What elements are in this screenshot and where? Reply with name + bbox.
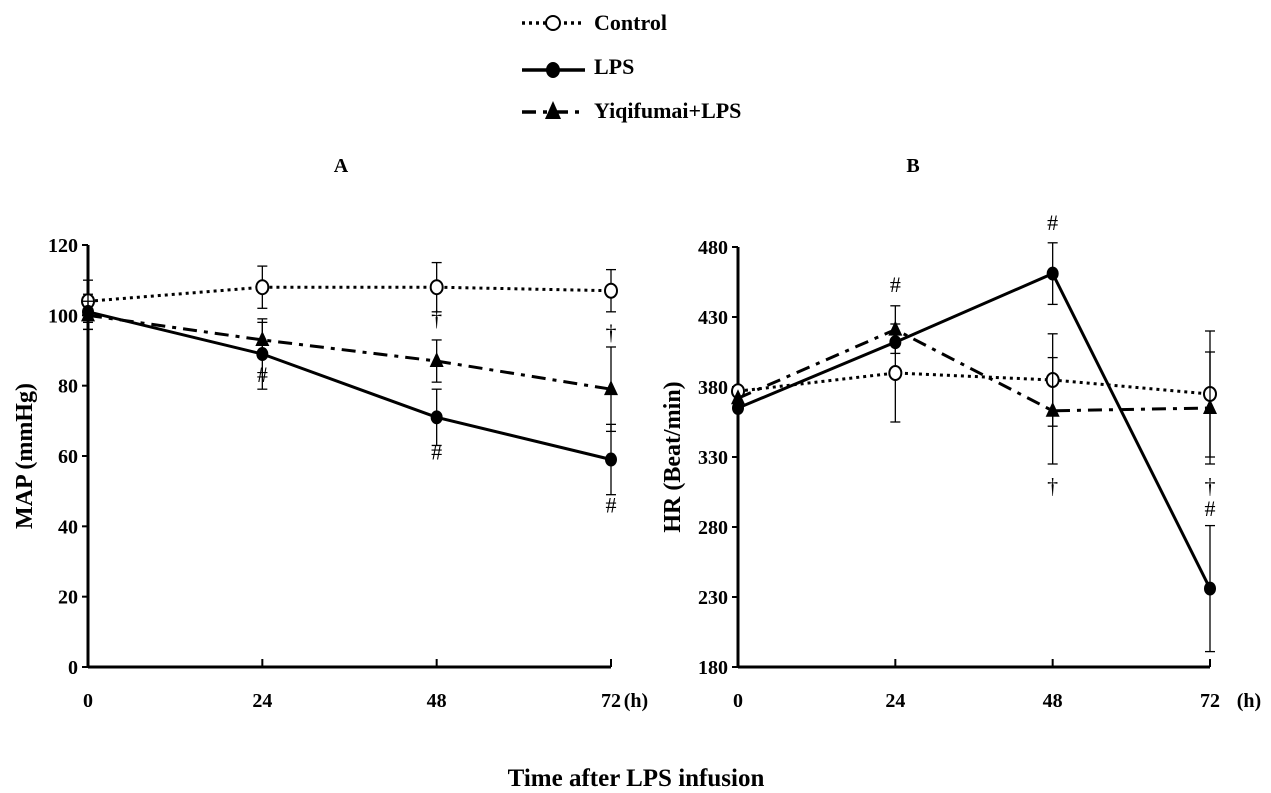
series-lps xyxy=(82,293,617,496)
significance-marker: # xyxy=(606,492,617,517)
legend-marker-control xyxy=(545,15,561,31)
data-point-yiqifumai-lps xyxy=(731,389,745,405)
data-point-yiqifumai-lps xyxy=(81,306,95,322)
significance-marker: # xyxy=(431,440,442,465)
series-lps xyxy=(732,242,1216,653)
series-yiqifumai-lps xyxy=(731,305,1217,465)
series-line-lps xyxy=(87,310,612,461)
data-point-yiqifumai-lps xyxy=(1045,401,1060,417)
significance-marker: † xyxy=(606,320,617,345)
data-point-lps xyxy=(732,401,744,415)
legend-marker-lps xyxy=(546,62,560,78)
series-yiqifumai-lps xyxy=(81,300,618,433)
chart-panel-b: B 180 230 280 330 380 430 480 0 24 48 72 (h) HR (Beat… xyxy=(660,155,1261,712)
y-tick-label: 280 xyxy=(698,517,728,539)
data-point-yiqifumai-lps xyxy=(429,352,444,368)
x-tick-label: 72 xyxy=(601,690,621,712)
x-tick-label: 48 xyxy=(1043,690,1063,712)
series-line-yiqifumai-lps xyxy=(737,327,1211,413)
data-point-control xyxy=(429,279,444,296)
series-line-control xyxy=(737,371,1211,396)
significance-marker: † xyxy=(1205,473,1216,498)
y-tick-label: 60 xyxy=(58,446,78,468)
y-tick-label: 330 xyxy=(698,447,728,469)
series-line-control xyxy=(87,285,612,303)
significance-marker: # xyxy=(1205,496,1216,521)
legend-marker-yiqifumai xyxy=(545,101,561,119)
panel-title: B xyxy=(906,155,919,177)
significance-marker: # xyxy=(890,272,901,297)
data-point-lps xyxy=(605,452,617,467)
data-point-lps xyxy=(430,410,443,425)
data-point-yiqifumai-lps xyxy=(604,380,618,396)
y-tick-label: 180 xyxy=(698,657,728,679)
significance-marker: † xyxy=(431,306,442,331)
x-tick-label: 48 xyxy=(427,690,447,712)
significance-marker: † xyxy=(1047,473,1058,498)
legend-item-yiqifumai: Yiqifumai+LPS xyxy=(522,98,741,123)
legend-label-lps: LPS xyxy=(594,54,634,79)
legend-item-lps: LPS xyxy=(522,54,634,79)
data-point-control xyxy=(888,365,903,381)
data-point-control xyxy=(604,282,618,299)
legend-label-control: Control xyxy=(594,10,667,35)
data-point-control xyxy=(255,279,270,296)
y-tick-label: 480 xyxy=(698,237,728,259)
series-line-yiqifumai-lps xyxy=(87,313,612,391)
shared-x-axis-label: Time after LPS infusion xyxy=(508,765,765,792)
data-point-yiqifumai-lps xyxy=(888,320,903,336)
legend-item-control: Control xyxy=(522,10,667,35)
chart-panel-a: A 0 20 40 60 80 100 120 0 24 48 72 (h) MAP (mmHg) # # # †… xyxy=(12,155,648,712)
significance-marker: # xyxy=(257,362,268,387)
panel-title: A xyxy=(334,155,349,177)
y-tick-label: 80 xyxy=(58,376,78,398)
y-tick-label: 40 xyxy=(58,516,78,538)
y-tick-label: 430 xyxy=(698,307,728,329)
data-point-lps xyxy=(1204,581,1216,596)
x-unit-label: (h) xyxy=(1237,690,1261,712)
y-tick-label: 20 xyxy=(58,587,78,609)
y-axis-label: HR (Beat/min) xyxy=(660,381,686,532)
x-tick-label: 0 xyxy=(733,690,743,712)
series-control xyxy=(81,261,618,324)
y-tick-label: 380 xyxy=(698,377,728,399)
series-line-lps xyxy=(737,271,1212,590)
data-point-yiqifumai-lps xyxy=(255,330,270,346)
y-axis-label: MAP (mmHg) xyxy=(12,383,38,529)
y-tick-label: 0 xyxy=(68,657,78,679)
legend-label-yiqifumai: Yiqifumai+LPS xyxy=(594,98,741,123)
y-tick-label: 230 xyxy=(698,587,728,609)
x-tick-label: 0 xyxy=(83,690,93,712)
x-tick-label: 24 xyxy=(885,690,905,712)
data-point-lps xyxy=(1046,266,1059,281)
y-tick-label: 120 xyxy=(48,235,78,257)
legend: Control LPS Yiqifumai+LPS xyxy=(522,10,741,123)
y-tick-label: 100 xyxy=(48,305,78,327)
series-control xyxy=(731,323,1217,458)
data-point-yiqifumai-lps xyxy=(1203,399,1217,414)
x-unit-label: (h) xyxy=(624,690,648,712)
significance-marker: # xyxy=(1047,210,1058,235)
x-tick-label: 24 xyxy=(252,690,272,712)
x-tick-label: 72 xyxy=(1200,690,1220,712)
